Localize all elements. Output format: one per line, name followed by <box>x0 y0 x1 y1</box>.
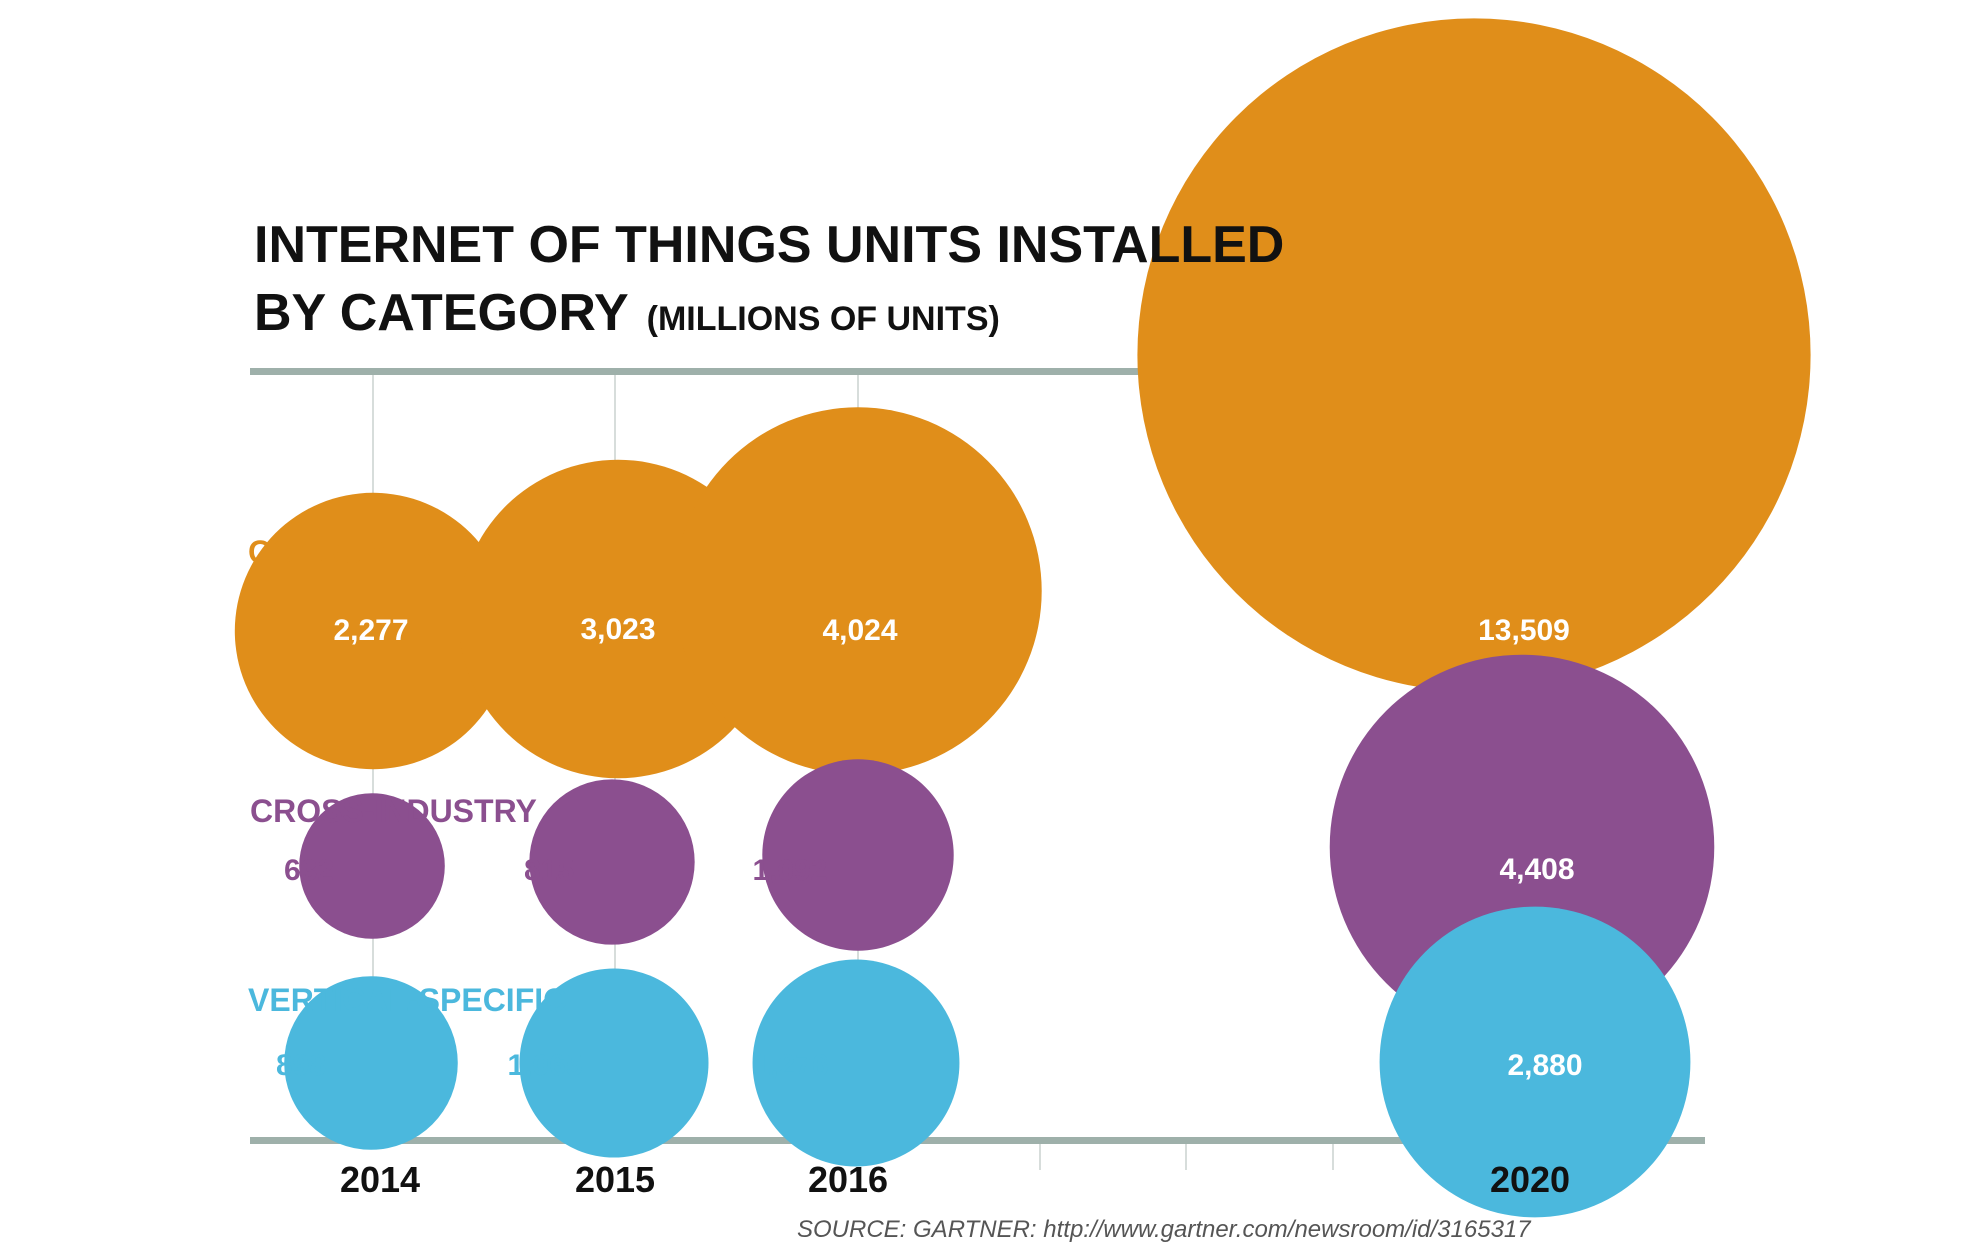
rule-layer <box>250 368 1705 1144</box>
chart-title-line2-group: BY CATEGORY (MILLIONS OF UNITS) <box>254 284 1000 342</box>
bubble-cross-industry-2016 <box>762 759 954 951</box>
year-label-2014: 2014 <box>340 1159 420 1200</box>
bubble-consumer-2014 <box>234 492 512 770</box>
value-label-consumer-2015: 3,023 <box>580 613 655 646</box>
year-label-2020: 2020 <box>1490 1159 1570 1200</box>
value-label-consumer-2016: 4,024 <box>822 614 897 647</box>
source-note: SOURCE: GARTNER: http://www.gartner.com/… <box>797 1216 1532 1243</box>
category-label-cross-industry: CROSS-INDUSTRY <box>250 793 537 829</box>
bubble-vertical-specific-2015 <box>519 968 709 1158</box>
top-rule <box>250 368 1705 375</box>
category-label-vertical-specific: VERTICAL-SPECIFIC <box>248 982 566 1018</box>
year-label-2016: 2016 <box>808 1159 888 1200</box>
value-label-consumer-2020: 13,509 <box>1478 614 1570 647</box>
value-label-vertical-specific-2014: 898 <box>276 1049 326 1082</box>
bottom-rule <box>250 1137 1705 1144</box>
bubble-vertical-specific-2014 <box>284 976 458 1150</box>
year-label-2015: 2015 <box>575 1159 655 1200</box>
value-label-cross-industry-2014: 632 <box>284 854 334 887</box>
bubble-cross-industry-2014 <box>299 793 445 939</box>
bubble-vertical-specific-2020 <box>1379 906 1691 1218</box>
bubble-layer: 2,277 3,023 4,024 13,509 632 815 1,092 4,408 898… <box>234 18 1811 1218</box>
chart-title-line1: INTERNET OF THINGS UNITS INSTALLED <box>254 216 1284 274</box>
value-label-cross-industry-2015: 815 <box>524 854 574 887</box>
bubble-cross-industry-2015 <box>529 779 695 945</box>
value-label-cross-industry-2016: 1,092 <box>752 854 827 887</box>
bubble-vertical-specific-2016 <box>752 959 960 1167</box>
bubble-consumer-2016 <box>674 407 1042 775</box>
bubble-consumer-2020 <box>1137 18 1811 692</box>
value-label-vertical-specific-2015: 1,065 <box>507 1049 582 1082</box>
value-label-consumer-2014: 2,277 <box>333 614 408 647</box>
category-label-consumer: CONSUMER <box>248 534 435 570</box>
chart-title-line2: BY CATEGORY <box>254 284 629 342</box>
chart-title-units: (MILLIONS OF UNITS) <box>647 300 1000 338</box>
value-label-cross-industry-2020: 4,408 <box>1499 853 1574 886</box>
value-label-vertical-specific-2020: 2,880 <box>1507 1049 1582 1082</box>
value-label-vertical-specific-2016: 1,276 <box>753 1049 828 1082</box>
